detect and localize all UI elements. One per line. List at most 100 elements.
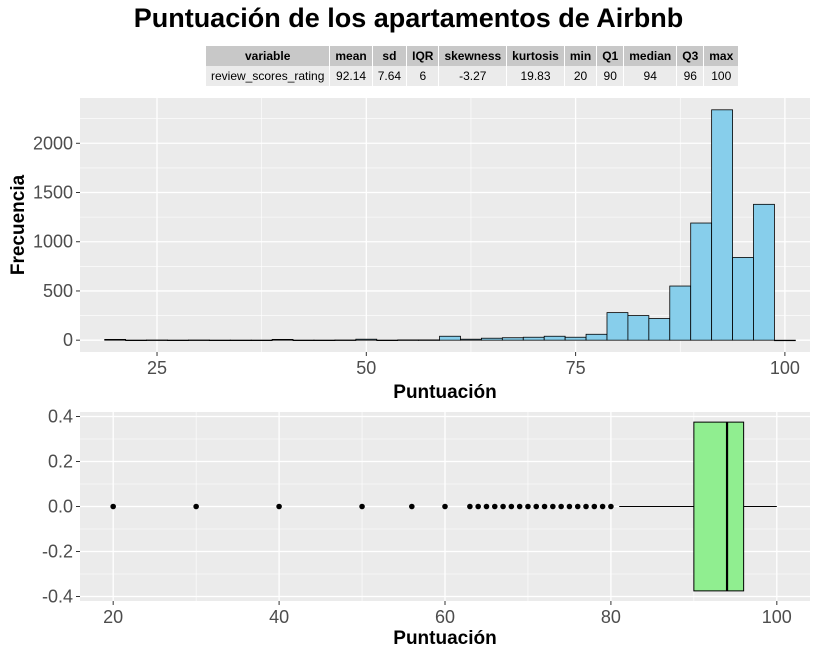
stats-header-cell: sd <box>372 46 408 66</box>
histogram-bar <box>774 339 796 342</box>
y-tick-label: 2000 <box>33 133 73 153</box>
histogram-bar <box>648 318 671 341</box>
outlier-point <box>508 503 515 510</box>
outlier-point <box>483 503 490 510</box>
chart-title: Puntuación de los apartamentos de Airbnb <box>133 3 684 33</box>
y-tick-label: 0.0 <box>48 497 73 517</box>
stats-value-cell: 20 <box>564 66 598 86</box>
outlier-point <box>533 503 540 510</box>
stats-value-cell: 100 <box>703 66 740 86</box>
outlier-point <box>541 503 548 510</box>
histogram-bar <box>418 339 440 341</box>
histogram-bar <box>669 285 692 341</box>
histogram-chart: 25 50 75 1000500100015002000PuntuaciónFrecu… <box>8 98 810 403</box>
outlier-point <box>566 503 573 510</box>
outlier-point <box>599 503 606 510</box>
x-tick-label: 40 <box>269 607 289 627</box>
outlier-point <box>491 503 498 510</box>
histogram-bar <box>501 337 524 341</box>
outlier-point <box>409 503 415 510</box>
histogram-bar <box>606 312 629 341</box>
histogram-bar <box>585 333 608 341</box>
y-tick-label: 1500 <box>33 183 73 203</box>
outlier-point <box>359 503 365 510</box>
histogram-bar <box>690 222 713 341</box>
outlier-point <box>591 503 598 510</box>
outlier-point <box>550 503 556 510</box>
x-tick-label: 100 <box>762 607 792 627</box>
histogram-bar <box>627 315 650 341</box>
stats-header-cell: max <box>703 46 740 66</box>
stats-header-cell: Q1 <box>596 46 625 66</box>
stats-value-cell: -3.27 <box>438 66 508 86</box>
x-tick-label: 50 <box>356 358 376 378</box>
outlier-point <box>467 503 473 510</box>
stats-value-cell: 94 <box>623 66 678 86</box>
histogram-bar <box>292 339 315 341</box>
y-tick-label: -0.4 <box>42 587 73 607</box>
histogram-bar <box>188 339 210 341</box>
y-tick-label: 500 <box>43 281 73 301</box>
histogram-bar <box>543 335 566 341</box>
histogram-bar <box>753 203 775 341</box>
x-tick-label: 75 <box>566 358 586 378</box>
outlier-point <box>608 503 614 510</box>
stats-value-cell: 19.83 <box>506 66 565 86</box>
histogram-bar <box>460 338 482 341</box>
histogram-bar <box>334 339 357 341</box>
histogram-bar <box>271 338 294 341</box>
outlier-point <box>193 503 199 510</box>
histogram-bar <box>711 109 733 341</box>
stats-value-cell: 96 <box>676 66 705 86</box>
histogram-bar <box>313 339 336 341</box>
histogram-bar <box>208 339 231 341</box>
stats-header-cell: kurtosis <box>506 46 565 66</box>
outlier-point <box>500 503 506 510</box>
x-axis-title: Puntuación <box>393 382 496 403</box>
y-tick-label: 0 <box>63 330 73 350</box>
outlier-point <box>583 503 589 510</box>
x-tick-label: 100 <box>770 358 800 378</box>
outlier-point <box>574 503 581 510</box>
outlier-point <box>276 503 282 510</box>
histogram-bar <box>397 339 420 341</box>
histogram-bar <box>376 339 399 341</box>
stats-header-cell: variable <box>206 46 331 66</box>
stats-value-cell: 6 <box>406 66 440 86</box>
outlier-point <box>516 503 523 510</box>
histogram-bar <box>104 338 127 341</box>
histogram-bar <box>439 335 461 341</box>
histogram-bar <box>146 339 168 341</box>
summary-stats-table: variable mean sd IQR skewness kurtosis m… <box>206 46 740 86</box>
stats-header-cell: median <box>623 46 678 66</box>
stats-value-row: review_scores_rating 92.14 7.64 6 -3.27 … <box>206 66 740 86</box>
histogram-bar <box>522 336 545 341</box>
y-tick-label: 0.4 <box>48 407 73 427</box>
y-tick-label: -0.2 <box>42 542 73 562</box>
x-tick-label: 60 <box>435 607 455 627</box>
histogram-bar <box>125 339 147 341</box>
x-tick-label: 20 <box>103 607 123 627</box>
outlier-point <box>525 503 531 510</box>
y-tick-label: 1000 <box>33 232 73 252</box>
histogram-bar <box>481 337 503 341</box>
histogram-bar <box>732 257 754 341</box>
stats-header-cell: skewness <box>438 46 508 66</box>
histogram-bar <box>564 336 587 341</box>
x-tick-label: 25 <box>147 358 167 378</box>
y-tick-label: 0.2 <box>48 452 73 472</box>
histogram-bar <box>355 338 378 341</box>
outlier-point <box>475 503 481 510</box>
outlier-point <box>558 503 564 510</box>
histogram-bar <box>250 339 273 341</box>
box-iqr <box>693 421 745 592</box>
x-axis-title: Puntuación <box>393 628 496 649</box>
stats-header-cell: Q3 <box>676 46 705 66</box>
outlier-point <box>110 503 116 510</box>
histogram-bar <box>229 339 252 341</box>
stats-header-cell: IQR <box>406 46 440 66</box>
stats-value-cell: 92.14 <box>329 66 373 86</box>
stats-value-cell: 90 <box>596 66 625 86</box>
x-tick-label: 80 <box>601 607 621 627</box>
